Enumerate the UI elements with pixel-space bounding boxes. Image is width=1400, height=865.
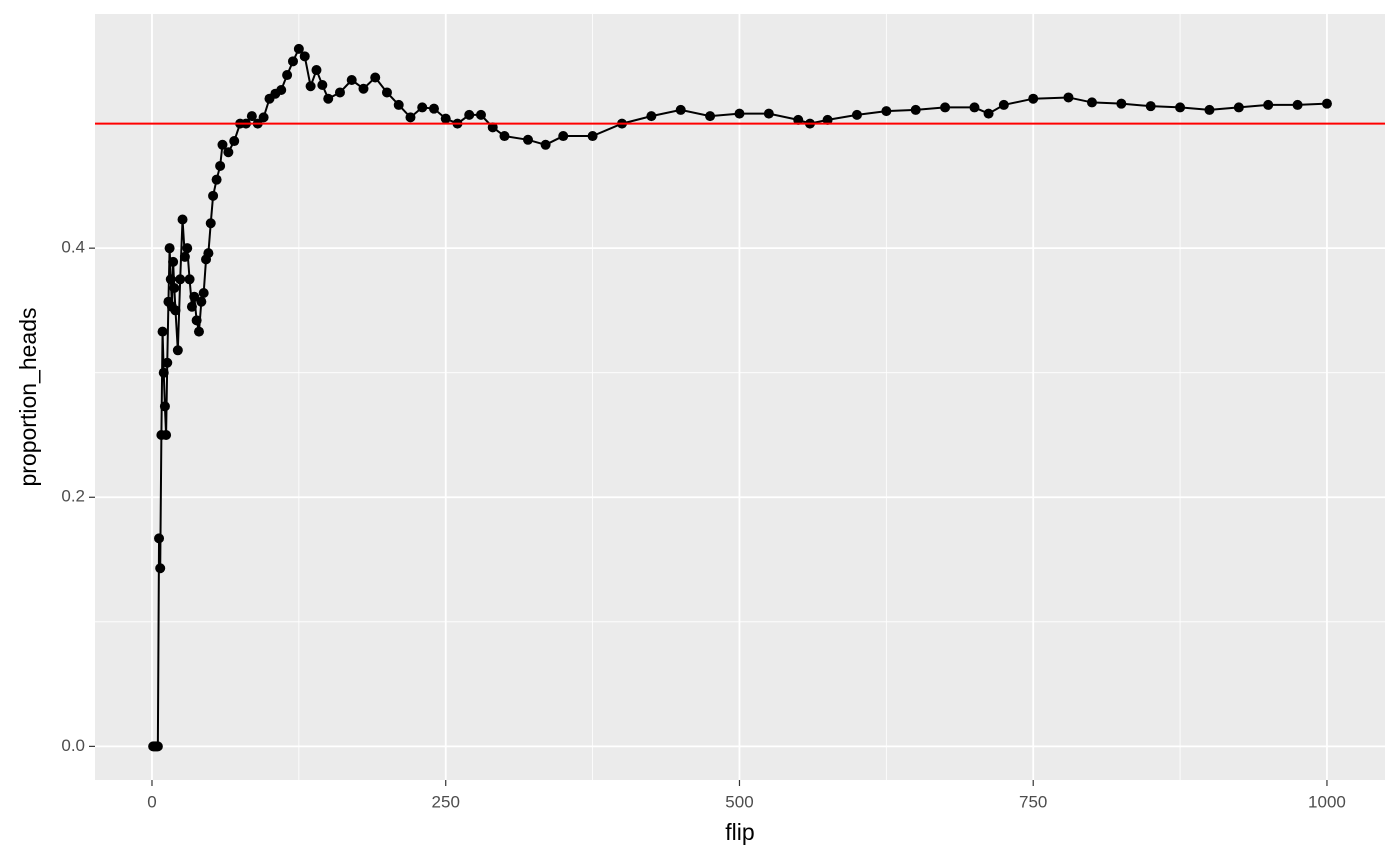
y-tick-label: 0.4 [61,238,85,257]
data-point [1321,98,1332,109]
data-point [540,139,551,150]
data-point [1116,98,1127,109]
data-point [276,84,287,95]
data-point [287,56,298,67]
data-point [157,326,168,337]
data-point [940,102,951,113]
x-tick-label: 0 [147,792,156,811]
data-point [154,533,165,544]
data-point [179,251,190,262]
data-point [487,122,498,133]
data-point [217,139,228,150]
data-point [184,274,195,285]
x-axis-title: flip [725,819,754,845]
data-point [793,114,804,125]
data-point [198,287,209,298]
data-point [208,190,219,201]
data-point [215,160,226,171]
y-axis-title: proportion_heads [15,307,41,486]
data-point [161,429,172,440]
data-point [1086,97,1097,108]
data-point [358,83,369,94]
data-point [499,131,510,142]
data-point [317,79,328,90]
data-point [1175,102,1186,113]
y-tick-label: 0.2 [61,487,85,506]
data-point [881,106,892,117]
data-point [169,283,180,294]
data-point [182,243,193,254]
data-point [1145,101,1156,112]
data-point [164,243,175,254]
data-point [822,114,833,125]
data-point [196,296,207,307]
x-tick-label: 1000 [1308,792,1346,811]
data-point [428,103,439,114]
data-point [165,274,176,285]
y-tick-label: 0.0 [61,736,85,755]
data-point [998,99,1009,110]
data-point [1204,104,1215,115]
data-point [1292,99,1303,110]
data-point [311,65,322,76]
data-point [1063,92,1074,103]
data-point [910,104,921,115]
data-point [152,741,163,752]
data-point [334,87,345,98]
data-point [522,134,533,145]
data-point [189,291,200,302]
data-point [168,256,179,267]
data-point [763,108,774,119]
data-point [170,305,181,316]
data-point [158,367,169,378]
data-point [851,109,862,120]
data-point [393,99,404,110]
data-point [587,131,598,142]
data-point [258,112,269,123]
data-point [983,108,994,119]
data-point [734,108,745,119]
data-point [191,315,202,326]
data-point [177,214,188,225]
x-tick-label: 500 [725,792,753,811]
data-point [705,111,716,122]
data-point [323,93,334,104]
data-point [417,102,428,113]
data-point [205,218,216,229]
data-point [246,111,257,122]
data-point [162,357,173,368]
data-point [186,301,197,312]
data-point [675,104,686,115]
data-point [203,248,214,259]
data-point [346,75,357,86]
data-point [229,136,240,147]
data-point [969,102,980,113]
data-point [475,109,486,120]
data-point [464,109,475,120]
data-point [646,111,657,122]
data-point [1263,99,1274,110]
data-point [175,274,186,285]
data-point [223,147,234,158]
x-tick-label: 250 [432,792,460,811]
data-point [558,131,569,142]
data-point [405,112,416,123]
data-point [282,70,293,81]
data-point [293,43,304,54]
data-point [1233,102,1244,113]
data-point [305,81,316,92]
data-point [440,113,451,124]
data-point [370,72,381,83]
data-point [193,326,204,337]
data-point [159,401,170,412]
x-tick-label: 750 [1019,792,1047,811]
data-point [155,563,166,574]
data-point [381,87,392,98]
data-point [172,345,183,356]
data-point [1028,93,1039,104]
data-point [299,51,310,62]
data-point [211,174,222,185]
